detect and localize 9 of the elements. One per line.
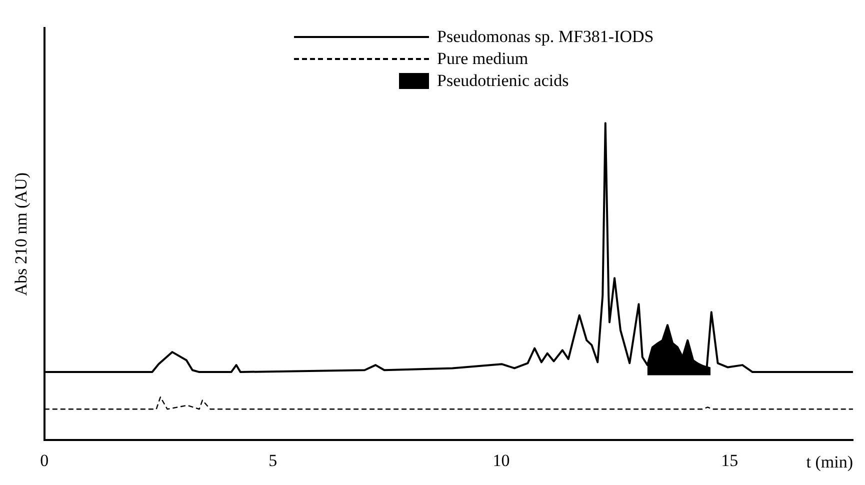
x-tick-label: 5 [268, 450, 278, 470]
x-axis-title: t (min) [806, 452, 853, 472]
legend-label: Pseudomonas sp. MF381-IODS [437, 26, 655, 48]
x-tick-label: 15 [721, 450, 738, 470]
legend-label: Pure medium [437, 48, 530, 70]
x-tick-label: 0 [40, 450, 49, 470]
x-tick-label: 10 [492, 450, 510, 470]
y-axis-title: Abs 210 nm (AU) [12, 172, 31, 296]
legend-label: Pseudotrienic acids [437, 70, 570, 92]
